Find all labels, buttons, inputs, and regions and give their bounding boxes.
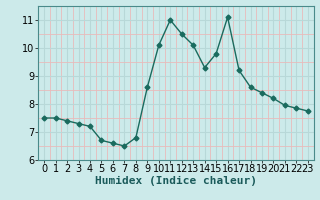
X-axis label: Humidex (Indice chaleur): Humidex (Indice chaleur) [95,176,257,186]
